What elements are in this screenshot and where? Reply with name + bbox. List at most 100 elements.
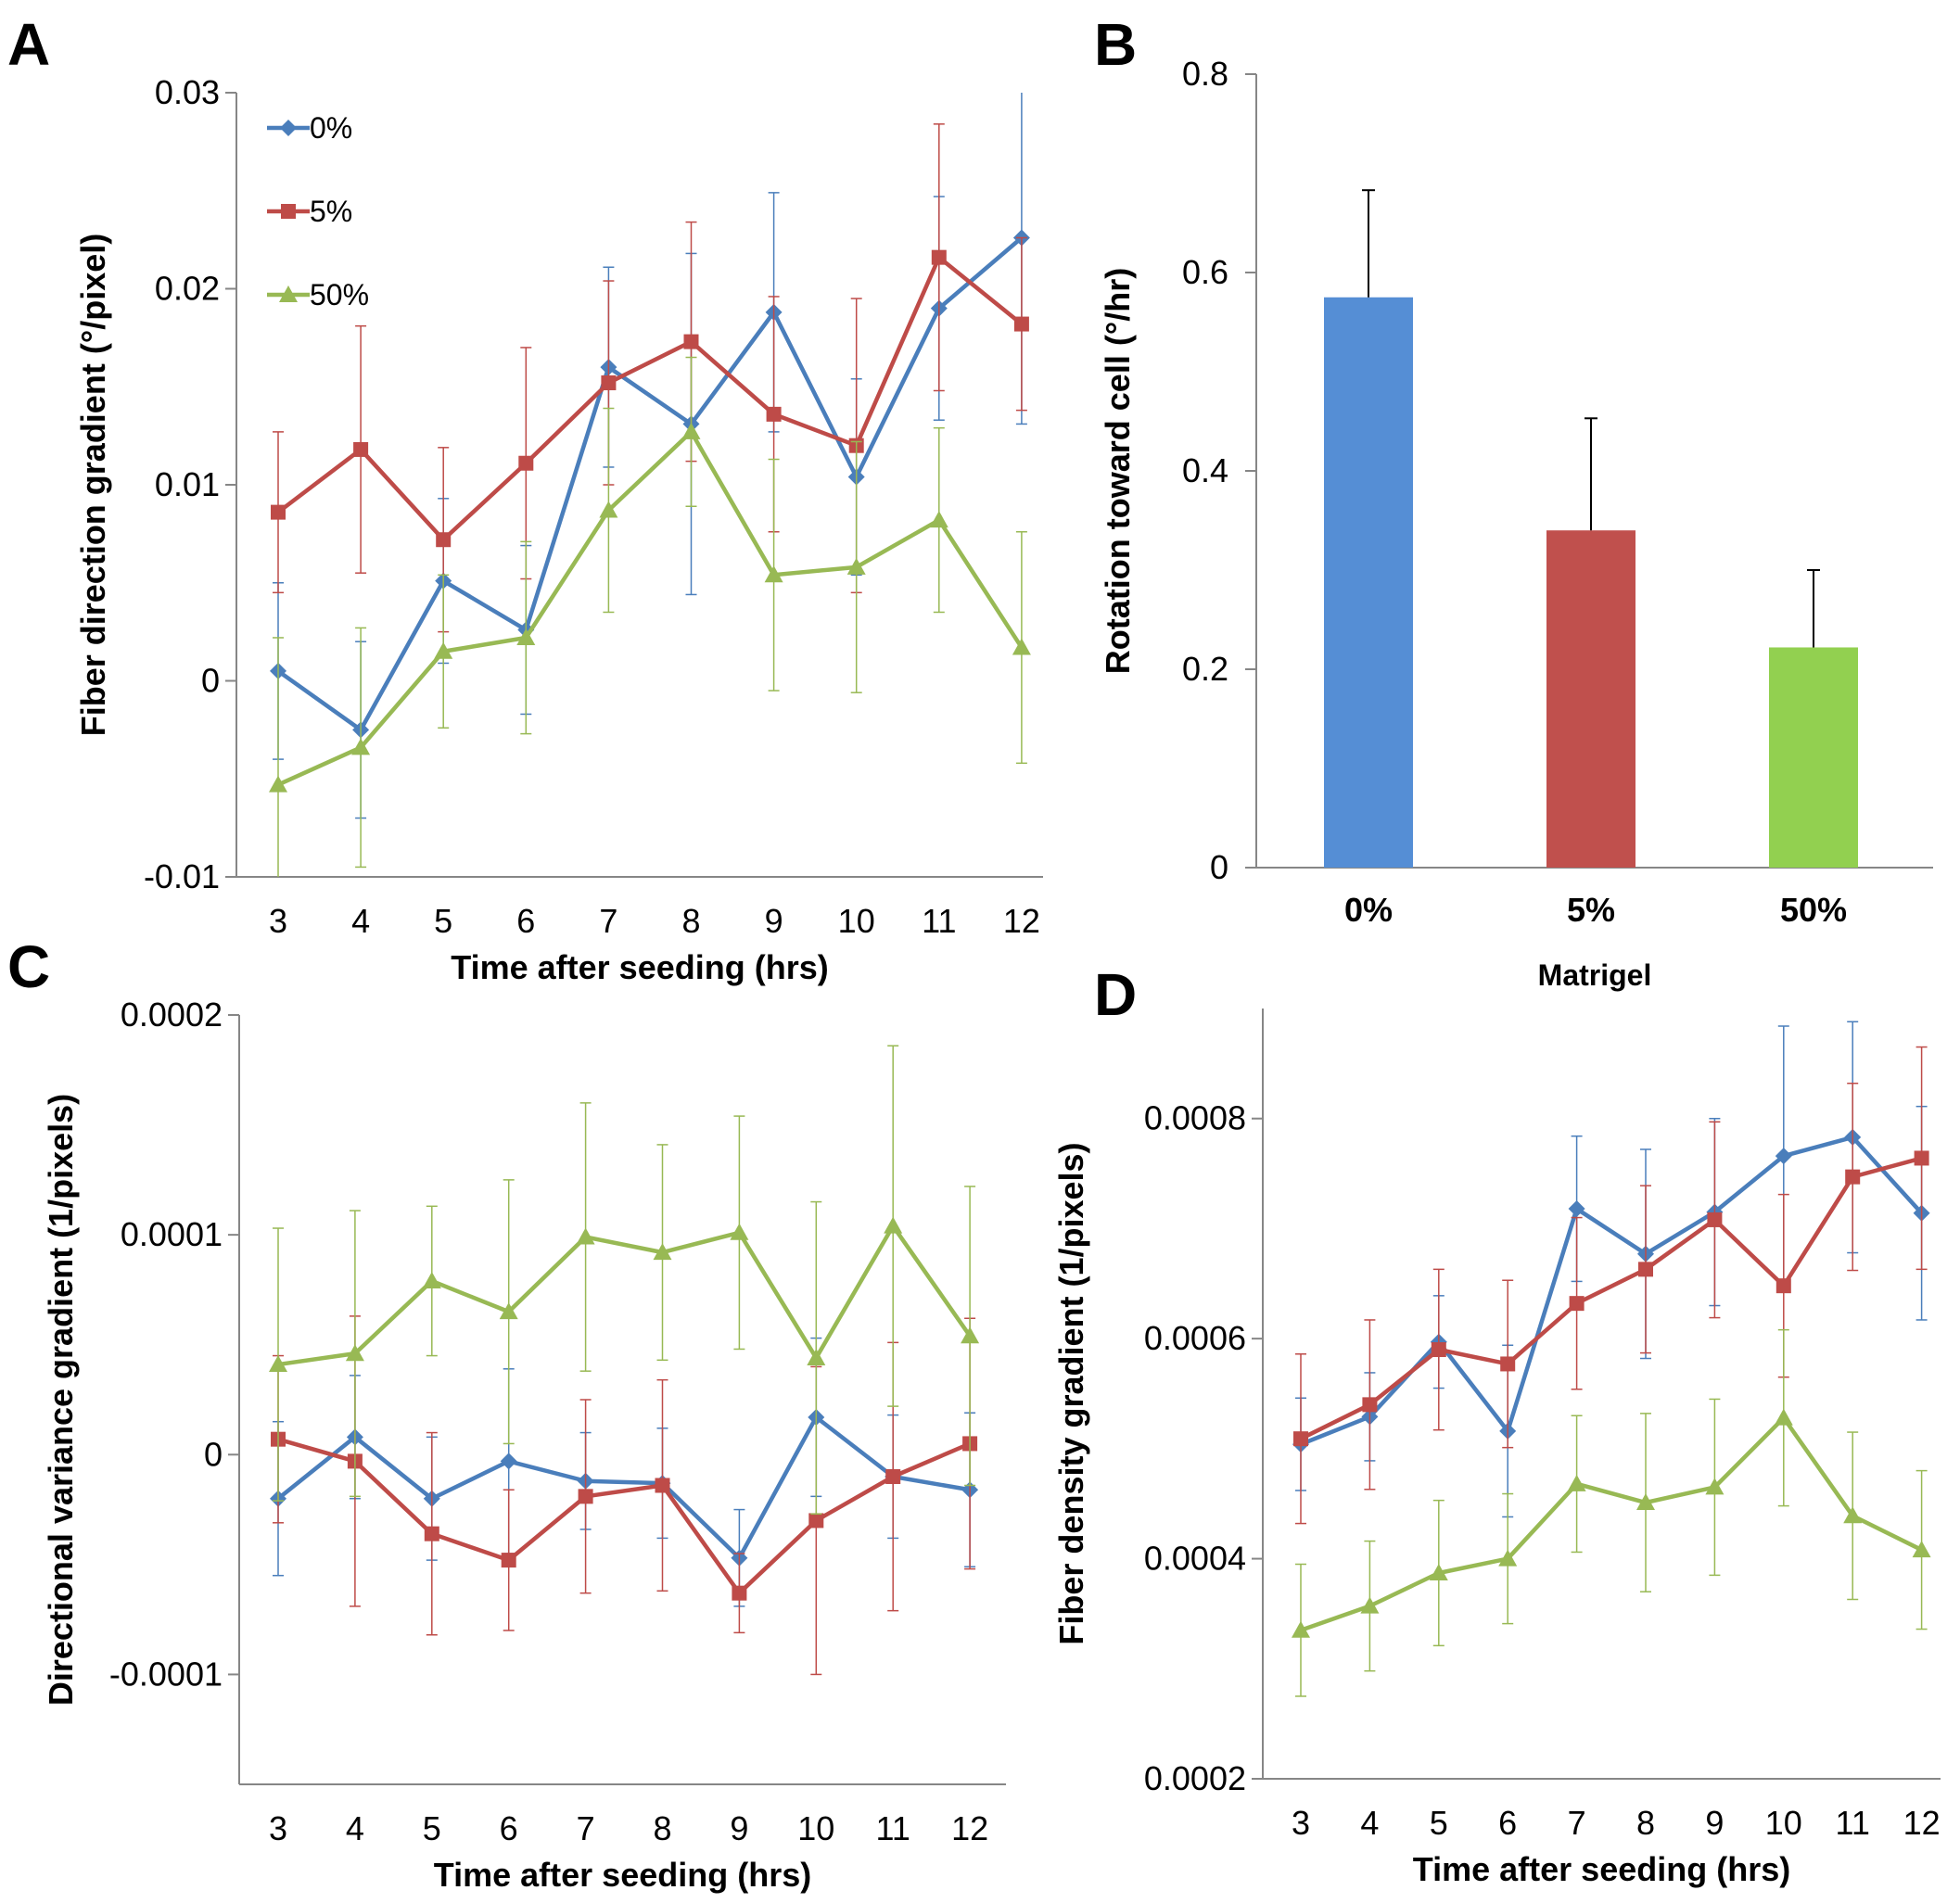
panel-a-y-tick-label: 0.01 [155, 465, 220, 503]
panel-b-y-tick-label: 0.4 [1182, 451, 1228, 489]
panel-c-point-5pct [424, 1526, 439, 1541]
panel-c-x-tick-label: 9 [730, 1809, 748, 1847]
panel-a-point-50pct [681, 422, 701, 439]
panel-a-point-5pct [518, 455, 534, 471]
panel-d-x-tick-label: 11 [1836, 1804, 1870, 1842]
panel-b-x-axis-title: Matrigel [1538, 958, 1652, 992]
panel-c-point-50pct [576, 1227, 595, 1245]
panel-d-point-5pct [1569, 1296, 1585, 1312]
panel-a-point-50pct [599, 501, 618, 518]
panel-d-point-5pct [1638, 1262, 1653, 1277]
panel-d-series-line-5pct [1300, 1156, 1923, 1441]
panel-d-letter: D [1094, 961, 1137, 1028]
panel-a-point-50pct [1012, 638, 1031, 655]
panel-b-y-tick-label: 0.8 [1182, 55, 1228, 93]
panel-c-point-50pct [422, 1271, 441, 1288]
panel-d-point-50pct [1843, 1506, 1863, 1524]
panel-a-x-tick-label: 8 [681, 902, 700, 940]
panel-b-bar-5pct [1546, 530, 1635, 868]
panel-b-y-tick-label: 0 [1210, 848, 1228, 886]
panel-a-point-5pct [683, 334, 699, 349]
panel-c-y-tick-label: 0 [204, 1435, 223, 1473]
panel-b-category-label-5pct: 5% [1567, 891, 1615, 929]
panel-c-x-tick-label: 3 [269, 1809, 287, 1847]
panel-a-series-line-0pct [276, 235, 1024, 732]
panel-d-point-50pct [1292, 1620, 1310, 1638]
panel-a-point-50pct [516, 628, 536, 645]
panel-c-x-tick-label: 6 [500, 1809, 518, 1847]
panel-d-point-5pct [1431, 1342, 1446, 1358]
panel-a-x-tick-label: 3 [269, 902, 287, 940]
panel-d-point-50pct [1498, 1549, 1518, 1567]
panel-a-point-5pct [766, 406, 782, 422]
panel-d-point-50pct [1567, 1474, 1586, 1491]
panel-d-x-tick-label: 3 [1292, 1804, 1310, 1842]
panel-c-point-5pct [578, 1489, 593, 1504]
panel-d-point-50pct [1429, 1564, 1448, 1581]
panel-c-point-50pct [499, 1302, 518, 1320]
legend-marker-0pct [280, 120, 297, 136]
panel-d-y-tick-label: 0.0002 [1144, 1759, 1246, 1797]
panel-d-point-5pct [1707, 1212, 1723, 1227]
panel-b-bar-0pct [1324, 297, 1413, 868]
panel-d-y-tick-label: 0.0004 [1144, 1540, 1246, 1578]
panel-d-point-50pct [1705, 1478, 1725, 1495]
legend-label-50pct: 50% [310, 278, 369, 311]
panel-d-y-tick-label: 0.0006 [1144, 1319, 1246, 1357]
panel-c-point-5pct [501, 1553, 516, 1568]
panel-c-point-5pct [655, 1478, 670, 1493]
panel-d-point-5pct [1914, 1150, 1929, 1166]
panel-a-point-50pct [351, 738, 371, 755]
panel-c-x-tick-label: 11 [876, 1809, 910, 1847]
panel-d-y-axis-title: Fiber density gradient (1/pixels) [1052, 1142, 1090, 1644]
panel-d-point-0pct [1568, 1200, 1585, 1218]
panel-d-point-5pct [1500, 1356, 1516, 1372]
panel-a-point-5pct [436, 532, 452, 548]
legend-marker-5pct [281, 204, 296, 219]
panel-c-x-tick-label: 5 [423, 1809, 441, 1847]
panel-c-point-50pct [345, 1344, 364, 1362]
panel-d-series-line-50pct [1300, 1415, 1923, 1632]
panel-c-point-5pct [732, 1585, 747, 1601]
panel-a-point-5pct [271, 504, 286, 520]
panel-c-series-line-0pct [276, 1415, 971, 1560]
panel-c-series-line-50pct [277, 1224, 972, 1367]
panel-c-y-tick-label: 0.0001 [121, 1215, 223, 1253]
panel-b-category-label-0pct: 0% [1344, 891, 1393, 929]
panel-d-point-5pct [1362, 1397, 1378, 1413]
panel-d-x-tick-label: 10 [1765, 1804, 1802, 1842]
panel-a-series-line-5pct [276, 255, 1024, 542]
panel-a-y-axis-title: Fiber direction gradient (°/pixel) [74, 234, 112, 736]
panel-c-y-tick-label: 0.0002 [121, 996, 223, 1034]
panel-c-point-50pct [884, 1216, 903, 1234]
panel-c-point-50pct [269, 1355, 287, 1373]
panel-a-series-line-50pct [277, 429, 1024, 787]
panel-a-x-tick-label: 7 [599, 902, 617, 940]
panel-b-y-tick-label: 0.6 [1182, 253, 1228, 291]
panel-a-point-5pct [1013, 316, 1029, 332]
panel-c-x-tick-label: 4 [346, 1809, 364, 1847]
panel-a-x-tick-label: 4 [351, 902, 370, 940]
panel-a-letter: A [7, 11, 50, 78]
panel-b-bar-50pct [1769, 647, 1858, 868]
panel-a-point-5pct [353, 441, 369, 457]
panel-d-x-axis-title: Time after seeding (hrs) [1413, 1850, 1790, 1888]
panel-a-point-50pct [764, 565, 783, 583]
panel-c-x-tick-label: 8 [653, 1809, 671, 1847]
panel-a-y-tick-label: 0.03 [155, 73, 220, 111]
panel-c-point-50pct [730, 1223, 749, 1240]
panel-d-point-50pct [1912, 1541, 1931, 1558]
panel-c-y-axis-title: Directional variance gradient (1/pixels) [42, 1094, 80, 1706]
panel-c-point-50pct [807, 1348, 826, 1365]
panel-c-point-50pct [653, 1243, 672, 1261]
panel-b-category-label-50pct: 50% [1780, 891, 1847, 929]
panel-a-y-tick-label: 0.02 [155, 270, 220, 308]
panel-a-x-tick-label: 10 [838, 902, 875, 940]
panel-a-point-5pct [601, 375, 617, 391]
panel-c-letter: C [7, 933, 50, 1000]
panel-d-point-5pct [1845, 1169, 1861, 1185]
panel-d-point-50pct [1360, 1596, 1380, 1614]
panel-c-x-tick-label: 12 [951, 1809, 988, 1847]
panel-a-x-tick-label: 12 [1003, 902, 1040, 940]
